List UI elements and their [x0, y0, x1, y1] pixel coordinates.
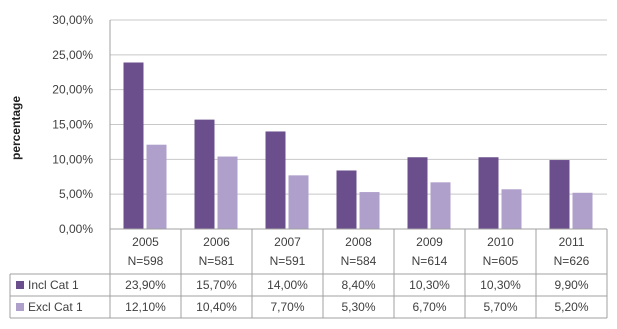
- y-tick-label: 0,00%: [59, 222, 93, 236]
- y-tick-label: 30,00%: [52, 13, 93, 27]
- bar-incl-2007: [265, 131, 286, 229]
- data-label: 9,90%: [554, 278, 588, 292]
- data-label: 10,30%: [480, 278, 521, 292]
- y-axis-label: percentage: [9, 96, 23, 160]
- series-name-label: Incl Cat 1: [28, 278, 79, 292]
- x-tick-label: 2008: [345, 235, 372, 249]
- series-name-label: Excl Cat 1: [28, 300, 83, 314]
- data-label: 12,10%: [125, 300, 166, 314]
- bar-incl-2006: [194, 119, 215, 229]
- x-tick-label: 2011: [559, 235, 585, 249]
- sample-size-label: N=591: [270, 254, 306, 268]
- bar-incl-2009: [407, 157, 428, 229]
- data-label: 7,70%: [270, 300, 304, 314]
- legend-key-excl: [16, 303, 24, 311]
- data-label: 5,30%: [341, 300, 375, 314]
- sample-size-label: N=614: [412, 254, 448, 268]
- bar-incl-2008: [336, 170, 357, 229]
- x-tick-label: 2006: [203, 235, 230, 249]
- y-tick-label: 15,00%: [52, 118, 93, 132]
- bar-excl-2009: [430, 182, 451, 229]
- x-tick-label: 2009: [416, 235, 443, 249]
- bar-incl-2010: [478, 157, 499, 229]
- bar-excl-2010: [501, 189, 522, 229]
- data-label: 5,20%: [554, 300, 588, 314]
- legend-key-incl: [16, 281, 24, 289]
- bar-excl-2007: [288, 175, 309, 229]
- sample-size-label: N=605: [483, 254, 519, 268]
- data-label: 10,30%: [409, 278, 450, 292]
- sample-size-label: N=626: [554, 254, 590, 268]
- data-label: 5,70%: [483, 300, 517, 314]
- x-tick-label: 2007: [274, 235, 301, 249]
- bar-excl-2005: [146, 144, 167, 229]
- x-tick-label: 2005: [132, 235, 159, 249]
- sample-size-label: N=598: [128, 254, 164, 268]
- data-label: 8,40%: [341, 278, 375, 292]
- data-label: 15,70%: [196, 278, 237, 292]
- bar-excl-2006: [217, 156, 238, 229]
- data-label: 23,90%: [125, 278, 166, 292]
- y-tick-label: 25,00%: [52, 48, 93, 62]
- y-tick-label: 10,00%: [52, 152, 93, 166]
- data-label: 14,00%: [267, 278, 308, 292]
- sample-size-label: N=581: [199, 254, 235, 268]
- sample-size-label: N=584: [341, 254, 377, 268]
- bar-excl-2008: [359, 192, 380, 229]
- bar-incl-2005: [123, 62, 144, 229]
- data-label: 10,40%: [196, 300, 237, 314]
- data-label: 6,70%: [412, 300, 446, 314]
- y-tick-label: 20,00%: [52, 83, 93, 97]
- x-tick-label: 2010: [487, 235, 514, 249]
- bar-excl-2011: [572, 192, 593, 229]
- bar-incl-2011: [549, 160, 570, 229]
- y-tick-label: 5,00%: [59, 187, 93, 201]
